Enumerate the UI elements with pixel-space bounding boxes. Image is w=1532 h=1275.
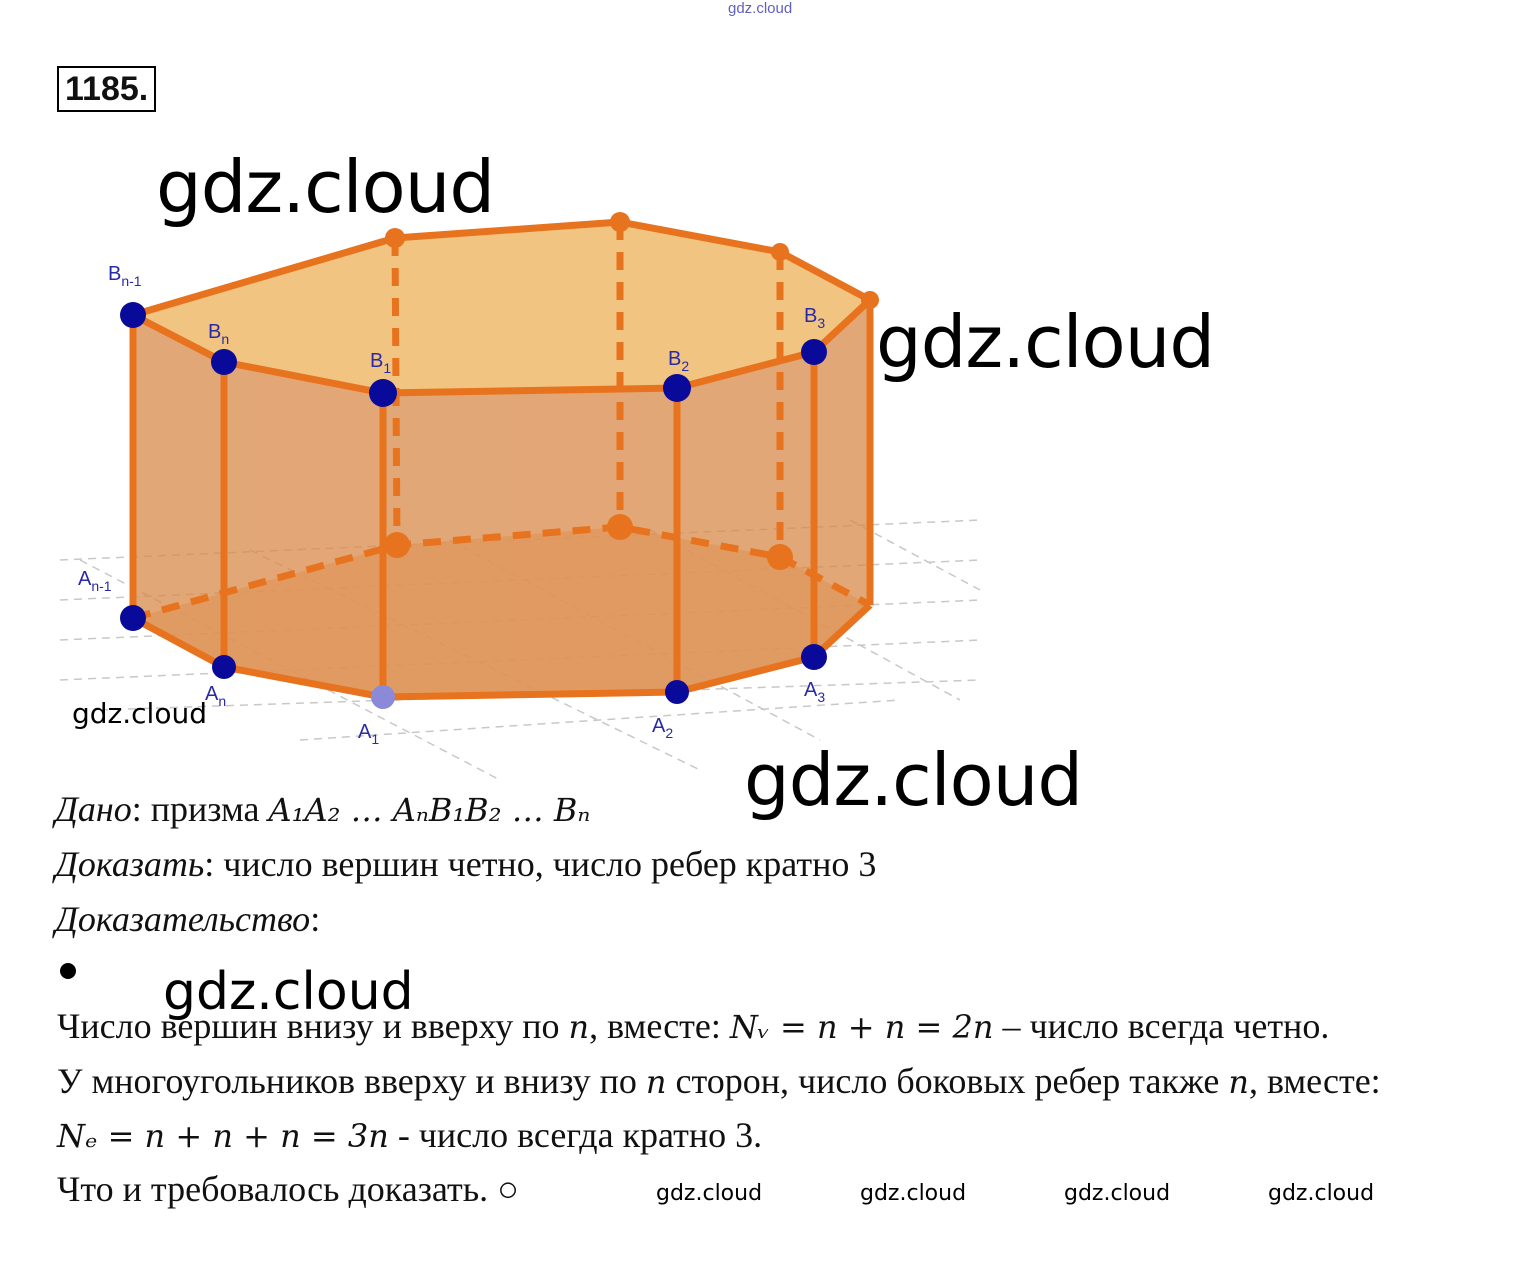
given-label: Дано (55, 789, 132, 829)
given-line: Дано: призма A₁A₂ … AₙB₁B₂ … Bₙ (55, 789, 591, 829)
label-An-1: An-1 (78, 568, 112, 594)
label-A1: A1 (358, 721, 379, 747)
prove-line: Доказать: число вершин четно, число ребе… (55, 844, 877, 884)
bullet (60, 963, 76, 979)
label-A3: A3 (804, 679, 825, 705)
label-Bn-1: Bn-1 (108, 263, 142, 289)
prism-figure: Bn-1 Bn B1 B2 B3 An-1 An A1 A2 A3 (59, 212, 981, 781)
label-Bn: Bn (208, 321, 229, 347)
label-An: An (205, 683, 226, 709)
side-faces (133, 300, 870, 697)
watermark: gdz.cloud (876, 300, 1215, 384)
label-B3: B3 (804, 305, 825, 331)
header-watermark: gdz.cloud (728, 0, 793, 17)
conclusion-line: Что и требовалось доказать. ○ (57, 1169, 519, 1209)
top-face (133, 222, 870, 393)
label-B2: B2 (668, 348, 689, 374)
label-A2: A2 (652, 715, 673, 741)
watermark: gdz.cloud (1064, 1181, 1171, 1206)
problem-number: 1185. (57, 66, 157, 112)
label-B1: B1 (370, 350, 391, 376)
vertices (120, 302, 827, 709)
watermark: gdz.cloud (72, 697, 207, 730)
watermark: gdz.cloud (860, 1181, 967, 1206)
proof-heading: Доказательство: (55, 899, 321, 939)
watermark: gdz.cloud (156, 145, 495, 229)
watermark: gdz.cloud (656, 1181, 763, 1206)
given-math: A₁A₂ … AₙB₁B₂ … Bₙ (268, 791, 591, 829)
proof-line-2: У многоугольников вверху и внизу по n ст… (57, 1061, 1381, 1101)
prove-label: Доказать (55, 844, 205, 884)
proof-line-3: Nₑ = n + n + n = 3n - число всегда кратн… (57, 1115, 763, 1155)
watermark: gdz.cloud (744, 738, 1083, 822)
proof-line-1: Число вершин внизу и вверху по n, вместе… (57, 1006, 1330, 1046)
watermark: gdz.cloud (1268, 1181, 1375, 1206)
watermark: gdz.cloud (163, 962, 414, 1022)
hidden-vertices (384, 212, 879, 570)
